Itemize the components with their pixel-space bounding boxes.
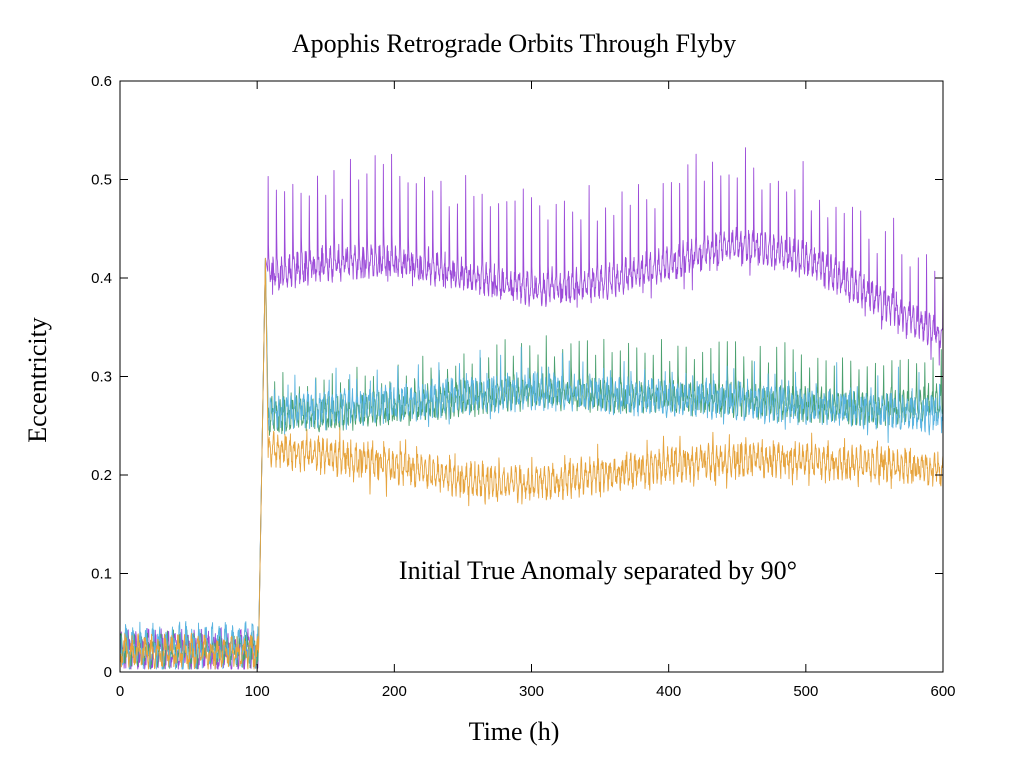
y-tick-label: 0.1 — [91, 566, 112, 583]
y-tick-label: 0 — [104, 664, 112, 681]
x-tick-label: 200 — [382, 683, 407, 700]
series-line-blue — [119, 257, 944, 670]
y-tick-label: 0.3 — [91, 369, 112, 386]
y-tick-label: 0.5 — [91, 172, 112, 189]
y-tick-label: 0.4 — [91, 270, 112, 287]
x-tick-label: 500 — [793, 683, 818, 700]
x-tick-label: 300 — [519, 683, 544, 700]
x-tick-label: 0 — [116, 683, 124, 700]
x-tick-label: 100 — [245, 683, 270, 700]
y-tick-label: 0.2 — [91, 467, 112, 484]
y-tick-label: 0.6 — [91, 73, 112, 90]
annotation-text: Initial True Anomaly separated by 90° — [399, 556, 797, 585]
y-axis-label: Eccentricity — [23, 317, 52, 443]
x-axis-label: Time (h) — [469, 717, 560, 746]
tick-layer: 0 100 200 300 400 500 600 0 0.1 0.2 0.3 0.4 0.5 0.6 — [91, 73, 955, 700]
x-tick-label: 600 — [930, 683, 955, 700]
series-line-orange — [119, 257, 944, 670]
x-tick-label: 400 — [656, 683, 681, 700]
plot-frame — [119, 80, 944, 673]
chart-title: Apophis Retrograde Orbits Through Flyby — [292, 29, 736, 58]
